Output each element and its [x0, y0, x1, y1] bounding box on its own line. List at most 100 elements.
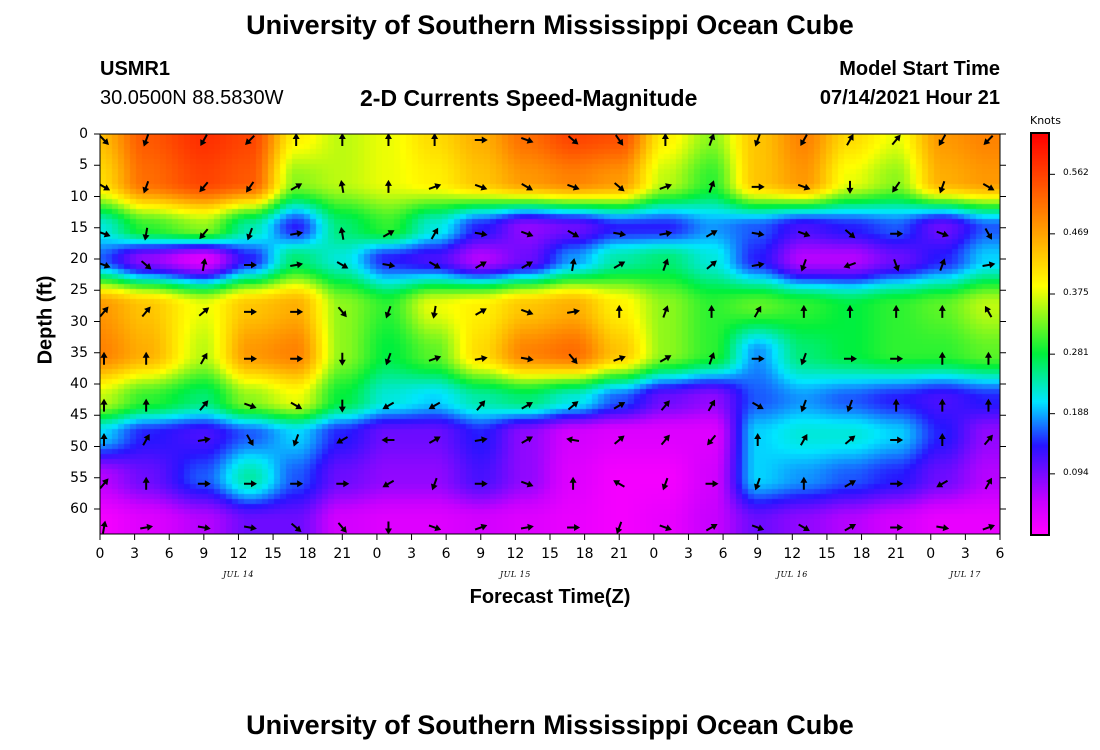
x-tick-label: 0	[372, 546, 382, 562]
current-arrow	[567, 401, 579, 411]
colorbar-tick-label: 0.281	[1063, 348, 1089, 359]
x-tick-label: 21	[610, 546, 629, 562]
current-arrow	[290, 308, 304, 316]
current-arrow	[100, 478, 109, 489]
x-tick-label: 21	[333, 546, 352, 562]
current-arrow	[938, 304, 946, 318]
current-arrow	[751, 183, 765, 191]
current-arrow	[430, 227, 439, 240]
current-arrow	[384, 179, 392, 193]
current-arrow	[754, 477, 761, 491]
current-arrow	[199, 400, 209, 411]
current-arrow	[245, 181, 255, 193]
current-arrow	[521, 183, 533, 191]
current-arrow	[200, 258, 208, 272]
current-arrow	[659, 230, 673, 238]
x-tick-label: 18	[298, 546, 317, 562]
current-arrow	[384, 305, 392, 319]
x-tick-label: 3	[407, 546, 416, 562]
current-arrow	[936, 524, 950, 532]
current-arrow	[936, 479, 949, 488]
model-start-value: 07/14/2021 Hour 21	[819, 87, 1000, 109]
current-arrow	[938, 398, 946, 412]
current-arrow	[844, 435, 856, 445]
top-title: University of Southern Mississippi Ocean…	[246, 10, 854, 40]
plot-title: 2-D Currents Speed-Magnitude	[360, 85, 698, 111]
current-arrow	[984, 398, 992, 412]
day-label: JUL 14	[222, 570, 254, 579]
current-arrow	[982, 261, 996, 269]
current-arrow	[566, 436, 580, 444]
current-arrow	[844, 523, 857, 532]
model-start-label: Model Start Time	[839, 58, 1000, 80]
current-arrow	[520, 230, 534, 238]
current-arrow	[338, 399, 346, 413]
current-arrow	[475, 261, 487, 269]
current-arrow	[431, 134, 439, 146]
current-arrow	[846, 304, 854, 318]
current-arrow	[705, 230, 718, 238]
current-arrow	[337, 522, 347, 533]
current-arrow	[846, 134, 854, 146]
current-arrow	[384, 352, 392, 366]
current-arrow	[706, 260, 717, 270]
current-arrow	[290, 522, 302, 532]
y-tick-label: 35	[70, 344, 88, 361]
current-arrow	[613, 435, 625, 445]
current-arrow	[939, 258, 946, 271]
current-arrow	[142, 227, 150, 241]
current-arrow	[800, 476, 808, 490]
x-tick-label: 0	[95, 546, 105, 562]
current-arrow	[613, 182, 625, 192]
x-tick-label: 3	[683, 546, 693, 562]
current-arrow	[100, 351, 108, 365]
current-arrow	[244, 480, 257, 488]
current-arrow	[292, 434, 300, 447]
current-arrow	[567, 135, 579, 145]
current-arrow	[141, 306, 151, 318]
y-tick-label: 0	[79, 126, 88, 142]
current-arrow	[142, 134, 150, 147]
current-arrow	[244, 402, 257, 410]
current-arrow	[890, 480, 904, 488]
day-label: JUL 17	[949, 570, 981, 579]
colorbar-tick-label: 0.469	[1063, 227, 1089, 238]
current-arrow	[615, 304, 623, 318]
current-arrow	[100, 306, 109, 318]
y-axis-label-wrap: Depth (ft)	[0, 276, 100, 365]
current-arrow	[614, 134, 624, 146]
current-arrow	[384, 134, 392, 146]
current-arrow	[983, 135, 994, 145]
colorbar-tick-label: 0.375	[1063, 288, 1089, 298]
x-tick-label: 9	[199, 546, 209, 562]
current-arrow	[382, 261, 396, 269]
current-arrow	[661, 477, 669, 491]
y-tick-label: 45	[70, 407, 88, 424]
current-arrow	[198, 307, 210, 317]
current-arrow	[142, 433, 150, 446]
current-arrow	[100, 520, 108, 534]
x-tick-label: 6	[441, 546, 451, 562]
current-arrow	[290, 230, 304, 238]
x-tick-label: 6	[164, 546, 174, 562]
current-arrow	[142, 351, 150, 365]
current-arrow	[890, 355, 904, 363]
current-arrow	[938, 180, 946, 194]
current-arrow	[520, 137, 534, 144]
x-tick-label: 15	[818, 546, 836, 562]
colorbar	[1030, 132, 1050, 536]
current-arrow	[892, 398, 900, 412]
current-arrow	[751, 401, 764, 410]
current-arrow	[659, 524, 672, 532]
current-arrow	[100, 398, 108, 412]
current-arrow	[474, 480, 488, 488]
current-arrow	[140, 523, 154, 531]
x-tick-label: 21	[887, 546, 906, 562]
current-arrow	[799, 433, 808, 446]
current-arrow	[662, 258, 670, 271]
y-tick-label: 55	[70, 469, 88, 486]
current-arrow	[100, 135, 109, 145]
current-arrow	[938, 433, 946, 446]
current-arrow	[290, 480, 304, 488]
current-arrow	[428, 261, 441, 269]
